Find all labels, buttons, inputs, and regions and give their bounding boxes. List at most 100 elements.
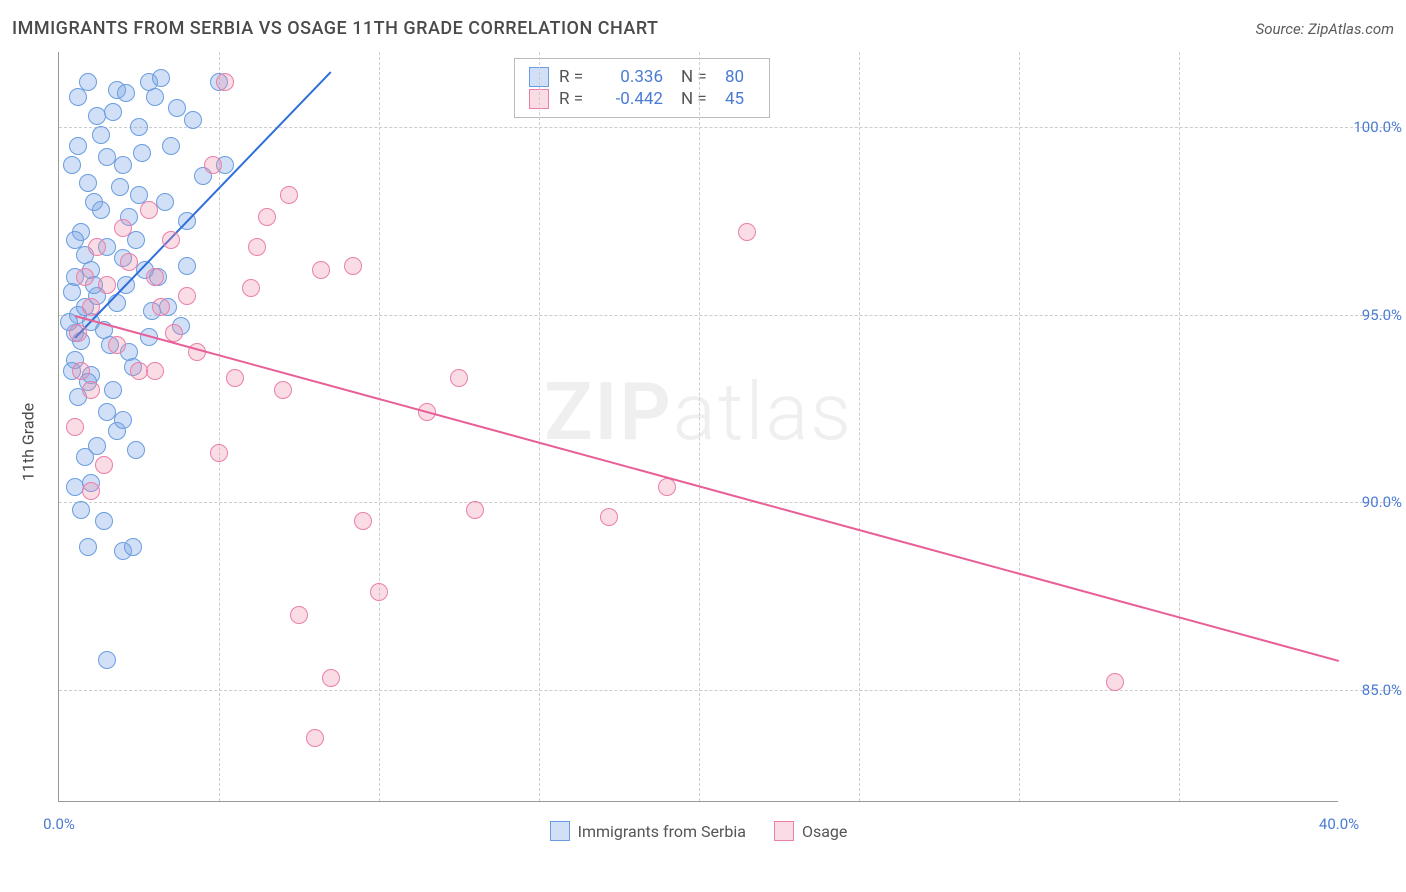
gridline-vertical	[1019, 52, 1020, 801]
data-point	[82, 482, 100, 500]
data-point	[312, 261, 330, 279]
data-point	[152, 298, 170, 316]
series-legend: Immigrants from Serbia Osage	[59, 821, 1338, 841]
data-point	[98, 276, 116, 294]
data-point	[258, 208, 276, 226]
correlation-legend: R = 0.336 N = 80 R = -0.442 N = 45	[514, 58, 770, 118]
data-point	[162, 231, 180, 249]
data-point	[114, 156, 132, 174]
series-legend-swatch-2	[774, 821, 794, 841]
chart-area: 11th Grade ZIPatlas R = 0.336 N = 80 R =…	[50, 52, 1394, 832]
data-point	[130, 118, 148, 136]
data-point	[204, 156, 222, 174]
x-tick-label: 0.0%	[43, 815, 75, 833]
data-point	[168, 99, 186, 117]
data-point	[248, 238, 266, 256]
data-point	[156, 193, 174, 211]
plot-region: ZIPatlas R = 0.336 N = 80 R = -0.442 N =…	[58, 52, 1338, 802]
data-point	[354, 512, 372, 530]
series-legend-swatch-1	[550, 821, 570, 841]
data-point	[95, 512, 113, 530]
data-point	[600, 508, 618, 526]
chart-source: Source: ZipAtlas.com	[1256, 20, 1394, 38]
trend-line	[75, 315, 1340, 662]
data-point	[108, 336, 126, 354]
data-point	[280, 186, 298, 204]
data-point	[66, 418, 84, 436]
data-point	[104, 103, 122, 121]
series-legend-label-1: Immigrants from Serbia	[578, 822, 746, 841]
data-point	[63, 283, 81, 301]
data-point	[210, 444, 228, 462]
data-point	[92, 126, 110, 144]
gridline-horizontal	[59, 127, 1398, 128]
data-point	[370, 583, 388, 601]
data-point	[114, 411, 132, 429]
data-point	[466, 501, 484, 519]
series-legend-item-1: Immigrants from Serbia	[550, 821, 746, 841]
legend-row-1: R = 0.336 N = 80	[529, 67, 755, 87]
data-point	[76, 268, 94, 286]
data-point	[79, 73, 97, 91]
chart-title: IMMIGRANTS FROM SERBIA VS OSAGE 11TH GRA…	[12, 18, 659, 39]
data-point	[152, 69, 170, 87]
legend-n-value-2: 45	[725, 89, 755, 109]
data-point	[146, 362, 164, 380]
legend-r-label-1: R =	[559, 67, 593, 87]
data-point	[117, 84, 135, 102]
data-point	[274, 381, 292, 399]
data-point	[127, 441, 145, 459]
y-tick-label: 95.0%	[1362, 306, 1402, 324]
data-point	[344, 257, 362, 275]
data-point	[738, 223, 756, 241]
data-point	[114, 219, 132, 237]
legend-r-label-2: R =	[559, 89, 593, 109]
gridline-vertical	[859, 52, 860, 801]
data-point	[450, 369, 468, 387]
data-point	[184, 111, 202, 129]
data-point	[226, 369, 244, 387]
data-point	[108, 294, 126, 312]
gridline-vertical	[379, 52, 380, 801]
data-point	[88, 238, 106, 256]
data-point	[133, 144, 151, 162]
y-axis-label: 11th Grade	[19, 403, 38, 481]
legend-n-label-1: N =	[681, 67, 715, 87]
data-point	[79, 174, 97, 192]
legend-r-value-2: -0.442	[603, 89, 663, 109]
gridline-horizontal	[59, 690, 1398, 691]
data-point	[178, 287, 196, 305]
data-point	[98, 651, 116, 669]
data-point	[322, 669, 340, 687]
data-point	[85, 193, 103, 211]
legend-row-2: R = -0.442 N = 45	[529, 89, 755, 109]
data-point	[69, 324, 87, 342]
data-point	[140, 201, 158, 219]
data-point	[178, 257, 196, 275]
gridline-vertical	[699, 52, 700, 801]
watermark-bold: ZIP	[544, 365, 673, 459]
data-point	[95, 456, 113, 474]
gridline-horizontal	[59, 315, 1398, 316]
gridline-vertical	[1179, 52, 1180, 801]
data-point	[82, 298, 100, 316]
data-point	[1106, 673, 1124, 691]
legend-n-label-2: N =	[681, 89, 715, 109]
y-tick-label: 85.0%	[1362, 681, 1402, 699]
y-tick-label: 100.0%	[1353, 118, 1402, 136]
data-point	[72, 362, 90, 380]
data-point	[63, 156, 81, 174]
x-tick-label: 40.0%	[1319, 815, 1359, 833]
data-point	[146, 268, 164, 286]
legend-r-value-1: 0.336	[603, 67, 663, 87]
gridline-horizontal	[59, 502, 1398, 503]
data-point	[79, 538, 97, 556]
data-point	[104, 381, 122, 399]
y-tick-label: 90.0%	[1362, 493, 1402, 511]
data-point	[306, 729, 324, 747]
data-point	[88, 437, 106, 455]
data-point	[124, 538, 142, 556]
data-point	[111, 178, 129, 196]
data-point	[162, 137, 180, 155]
data-point	[72, 501, 90, 519]
